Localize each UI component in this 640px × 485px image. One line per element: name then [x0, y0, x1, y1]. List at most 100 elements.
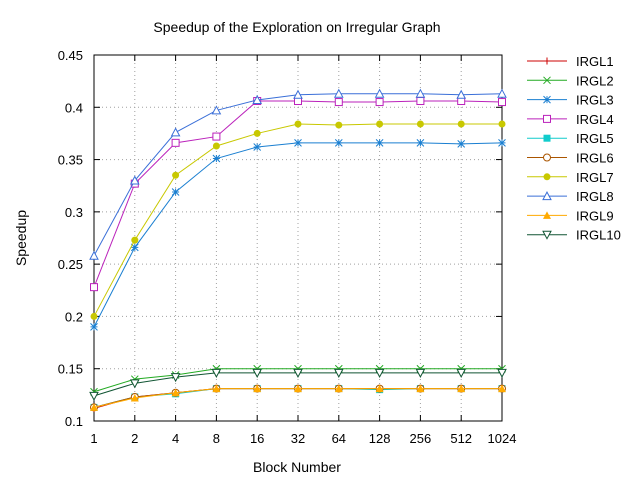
- data-point: [90, 283, 98, 292]
- data-point: [252, 368, 263, 378]
- data-point: [376, 120, 384, 128]
- data-point: [374, 88, 385, 98]
- legend-label: IRGL7: [576, 170, 614, 185]
- x-tick-label: 1: [90, 431, 97, 446]
- legend-label: IRGL6: [576, 151, 614, 166]
- data-point: [457, 140, 466, 148]
- legend-label: IRGL10: [576, 228, 621, 243]
- data-point: [375, 98, 384, 107]
- data-point: [90, 323, 98, 331]
- data-point: [129, 379, 140, 389]
- legend-label: IRGL4: [576, 112, 614, 127]
- y-tick-label: 0.45: [58, 48, 83, 63]
- chart-title: Speedup of the Exploration on Irregular …: [153, 19, 440, 35]
- data-point: [498, 120, 506, 128]
- legend-item: IRGL2: [527, 73, 614, 88]
- data-point: [172, 171, 180, 179]
- data-point: [415, 88, 426, 98]
- data-point: [457, 384, 466, 393]
- data-point: [334, 384, 343, 393]
- legend-swatch-marker: [543, 76, 551, 85]
- legend-item: IRGL1: [527, 54, 614, 69]
- series-irgl8: [89, 88, 507, 260]
- x-tick-label: 16: [250, 431, 264, 446]
- data-point: [252, 94, 263, 104]
- data-point: [131, 236, 139, 244]
- y-tick-label: 0.3: [65, 205, 83, 220]
- x-tick-label: 1024: [488, 431, 517, 446]
- data-point: [253, 384, 262, 393]
- data-point: [171, 188, 180, 196]
- y-tick-label: 0.35: [58, 153, 83, 168]
- data-point: [212, 142, 220, 150]
- series-irgl7: [90, 120, 506, 320]
- legend-item: IRGL8: [527, 189, 614, 204]
- data-point: [498, 138, 506, 147]
- data-point: [416, 120, 424, 128]
- data-point: [130, 393, 139, 402]
- data-point: [498, 98, 506, 107]
- legend-item: IRGL9: [527, 208, 614, 223]
- legend-label: IRGL5: [576, 131, 614, 146]
- legend-label: IRGL8: [576, 189, 614, 204]
- data-point: [170, 127, 181, 137]
- data-point: [212, 132, 221, 141]
- x-tick-label: 256: [410, 431, 432, 446]
- data-point: [415, 368, 426, 378]
- x-tick-label: 4: [172, 431, 179, 446]
- legend-label: IRGL9: [576, 208, 614, 223]
- legend-label: IRGL3: [576, 93, 614, 108]
- legend-item: IRGL10: [527, 228, 621, 243]
- data-point: [253, 129, 261, 137]
- y-axis-label: Speedup: [13, 210, 29, 266]
- data-point: [456, 368, 467, 378]
- y-tick-label: 0.15: [58, 362, 83, 377]
- legend-swatch-marker: [543, 114, 551, 123]
- data-point: [90, 403, 98, 411]
- data-point: [89, 391, 99, 401]
- legend-item: IRGL4: [527, 112, 614, 127]
- grid-lines: [94, 55, 502, 421]
- data-point: [253, 143, 262, 151]
- x-tick-label: 128: [369, 431, 391, 446]
- data-point: [211, 105, 222, 115]
- legend-label: IRGL2: [576, 73, 614, 88]
- data-point: [416, 97, 425, 106]
- legend-swatch-marker: [543, 134, 551, 142]
- data-point: [294, 384, 302, 393]
- legend-swatch-marker: [543, 153, 551, 162]
- data-point: [293, 368, 303, 378]
- data-point: [498, 384, 506, 393]
- data-point: [334, 138, 343, 147]
- data-point: [375, 384, 384, 393]
- x-tick-label: 8: [213, 431, 220, 446]
- series-group: [89, 88, 507, 412]
- y-tick-label: 0.1: [65, 414, 83, 429]
- legend-item: IRGL3: [527, 93, 614, 108]
- y-tick-label: 0.4: [65, 100, 83, 115]
- data-point: [212, 384, 221, 393]
- y-tick-label: 0.25: [58, 257, 83, 272]
- x-tick-label: 512: [450, 431, 472, 446]
- x-tick-label: 64: [332, 431, 346, 446]
- data-point: [374, 368, 385, 378]
- data-point: [294, 120, 302, 128]
- legend-swatch-marker: [543, 173, 551, 181]
- legend-item: IRGL5: [527, 131, 614, 146]
- legend-swatch-marker: [542, 191, 552, 201]
- x-tick-label: 32: [291, 431, 305, 446]
- series-irgl10: [89, 368, 507, 401]
- legend-item: IRGL7: [527, 170, 614, 185]
- axes: 0.1 0.15 0.2 0.25 0.3 0.35 0.4 0.45 1 2 4 8 16 32 64 12…: [58, 48, 517, 446]
- data-point: [294, 138, 302, 147]
- x-tick-label: 2: [131, 431, 138, 446]
- legend-swatch-marker: [543, 57, 551, 65]
- data-point: [497, 88, 507, 98]
- series-irgl3: [90, 138, 506, 331]
- data-point: [457, 120, 465, 128]
- data-point: [334, 98, 343, 107]
- data-point: [90, 312, 98, 320]
- legend-swatch-marker: [543, 95, 551, 104]
